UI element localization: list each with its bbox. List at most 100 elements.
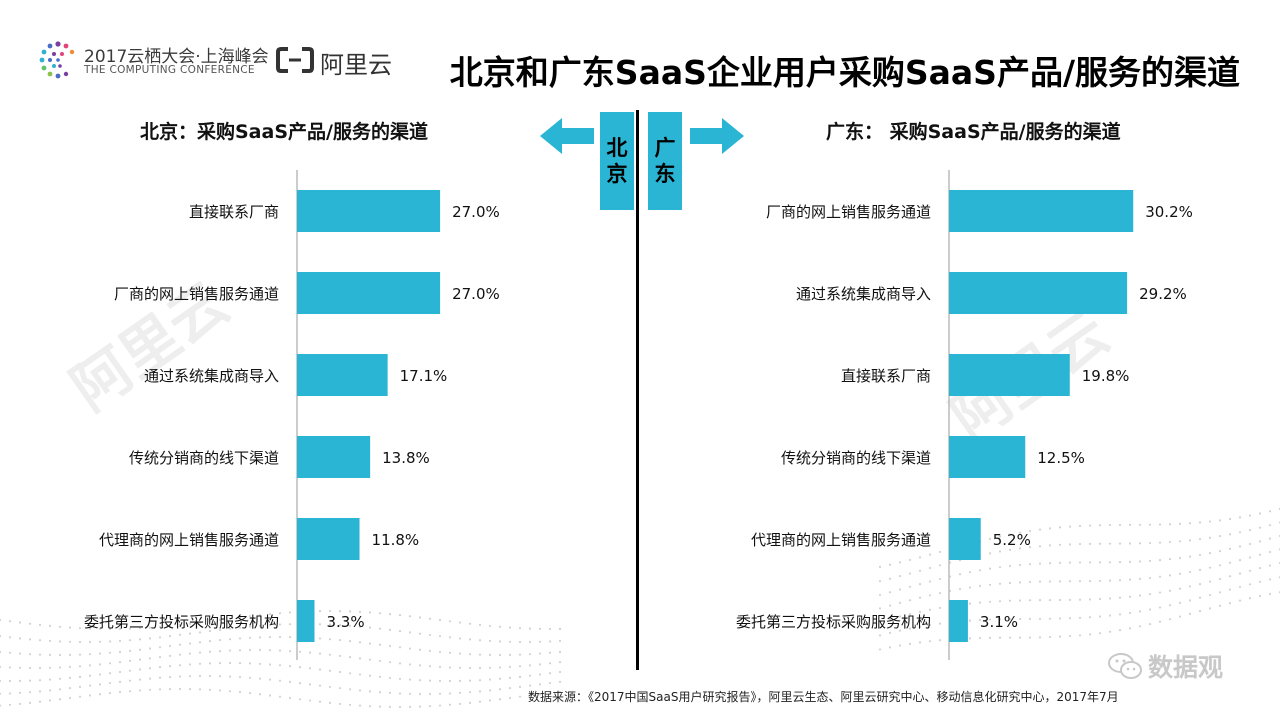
background-dot: [1078, 542, 1082, 546]
background-dot: [908, 585, 912, 588]
background-dot: [388, 628, 392, 631]
background-dot: [208, 640, 212, 643]
background-dot: [998, 582, 1002, 585]
background-dot: [1118, 561, 1122, 564]
background-dot: [1068, 580, 1072, 583]
background-dot: [318, 623, 322, 626]
background-dot: [1258, 526, 1262, 529]
background-dot: [158, 625, 162, 628]
background-dot: [108, 692, 112, 695]
background-dot: [1268, 537, 1272, 540]
background-dot: [8, 692, 12, 695]
background-dot: [108, 662, 112, 665]
background-dot: [228, 675, 232, 678]
background-dot: [108, 651, 112, 654]
background-dot: [1268, 524, 1272, 527]
background-dot: [1048, 617, 1052, 620]
background-dot: [1148, 608, 1152, 611]
background-dot: [48, 639, 52, 643]
background-dot: [908, 627, 912, 630]
background-dot: [188, 687, 192, 691]
background-dot: [1208, 520, 1212, 523]
background-dot: [338, 609, 342, 613]
background-dot: [58, 698, 62, 701]
background-dot: [408, 705, 412, 709]
background-dot: [188, 675, 192, 678]
background-dot: [268, 635, 272, 639]
background-dot: [18, 621, 22, 624]
background-dot: [218, 618, 222, 622]
background-dot: [518, 675, 522, 678]
background-dot: [538, 673, 542, 676]
background-dot: [928, 640, 932, 643]
background-dot: [318, 609, 322, 613]
background-dot: [248, 692, 252, 695]
background-dot: [158, 676, 162, 679]
background-dot: [58, 677, 62, 680]
background-dot: [998, 566, 1002, 569]
background-dot: [398, 705, 402, 709]
background-dot: [1108, 614, 1112, 617]
background-dot: [498, 666, 502, 669]
background-dot: [928, 580, 932, 583]
background-dot: [238, 691, 242, 694]
background-dot: [538, 652, 542, 655]
background-dot: [888, 617, 892, 621]
background-dot: [548, 672, 552, 675]
background-dot: [1188, 612, 1192, 615]
background-dot: [178, 633, 182, 637]
background-dot: [888, 577, 892, 580]
bar: [297, 354, 388, 396]
background-dot: [458, 679, 462, 683]
background-dot: [318, 652, 322, 655]
data-label: 30.2%: [1145, 203, 1193, 221]
background-dot: [198, 641, 202, 644]
background-dot: [108, 681, 112, 685]
background-dot: [288, 611, 292, 614]
background-dot: [878, 634, 882, 637]
background-dot: [1108, 579, 1112, 582]
background-dot: [358, 657, 362, 660]
background-dot: [1058, 543, 1062, 546]
background-dot: [998, 535, 1002, 538]
background-dot: [278, 664, 282, 667]
bar: [297, 190, 441, 232]
data-label: 29.2%: [1139, 285, 1187, 303]
background-dot: [88, 664, 92, 667]
background-dot: [1168, 589, 1172, 592]
background-dot: [1138, 594, 1142, 597]
background-dot: [1138, 542, 1142, 545]
conference-logo: 2017云栖大会·上海峰会 THE COMPUTING CONFERENCE: [38, 40, 269, 80]
background-dot: [558, 639, 562, 642]
background-dot: [1078, 580, 1082, 583]
background-dot: [118, 670, 122, 674]
background-dot: [1018, 617, 1022, 621]
background-dot: [358, 704, 362, 707]
background-dot: [1128, 560, 1132, 563]
aliyun-brand-name: 阿里云: [320, 51, 392, 79]
background-dot: [458, 637, 462, 640]
background-dot: [1048, 544, 1052, 547]
background-dot: [1238, 516, 1242, 519]
background-dot: [178, 623, 182, 626]
background-dot: [1118, 579, 1122, 582]
background-dot: [468, 653, 472, 656]
background-dot: [558, 690, 562, 694]
background-dot: [198, 662, 202, 665]
data-label: 13.8%: [382, 449, 430, 467]
background-dot: [398, 646, 402, 649]
background-dot: [88, 694, 92, 697]
background-dot: [338, 702, 342, 706]
background-dot: [1168, 618, 1172, 621]
background-dot: [268, 678, 272, 681]
background-dot: [508, 687, 512, 690]
background-dot: [1088, 542, 1092, 545]
background-dot: [428, 679, 432, 682]
background-dot: [1008, 599, 1012, 602]
background-dot: [328, 685, 332, 689]
background-dot: [48, 653, 52, 657]
background-dot: [88, 640, 92, 644]
background-dot: [8, 651, 12, 654]
background-dot: [388, 644, 392, 648]
